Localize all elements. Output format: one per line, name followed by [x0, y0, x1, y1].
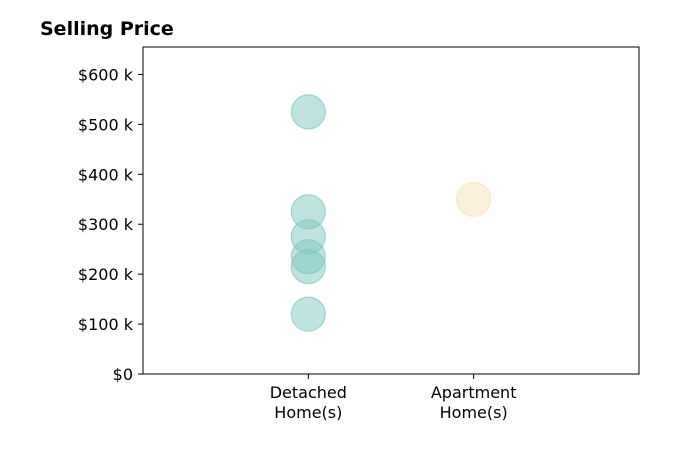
data-point — [456, 181, 492, 217]
y-tick-label: $0 — [113, 365, 133, 384]
y-tick-label: $600 k — [78, 65, 134, 84]
x-tick-label: Detached Home(s) — [270, 383, 347, 422]
y-axis: $0 $100 k $200 k $300 k $400 k $500 k $600 k — [78, 65, 143, 384]
y-tick-label: $300 k — [78, 215, 134, 234]
y-tick-label: $100 k — [78, 315, 134, 334]
chart-title: Selling Price — [40, 18, 174, 40]
y-tick-label: $400 k — [78, 165, 134, 184]
data-point — [290, 249, 326, 285]
plot-frame — [142, 46, 640, 375]
y-tick-label: $200 k — [78, 265, 134, 284]
x-axis: Detached Home(s) Apartment Home(s) — [270, 374, 517, 422]
y-tick-label: $500 k — [78, 115, 134, 134]
plot-marks — [290, 94, 492, 332]
x-tick-label: Apartment Home(s) — [431, 383, 517, 422]
data-point — [290, 296, 326, 332]
data-point — [290, 94, 326, 130]
